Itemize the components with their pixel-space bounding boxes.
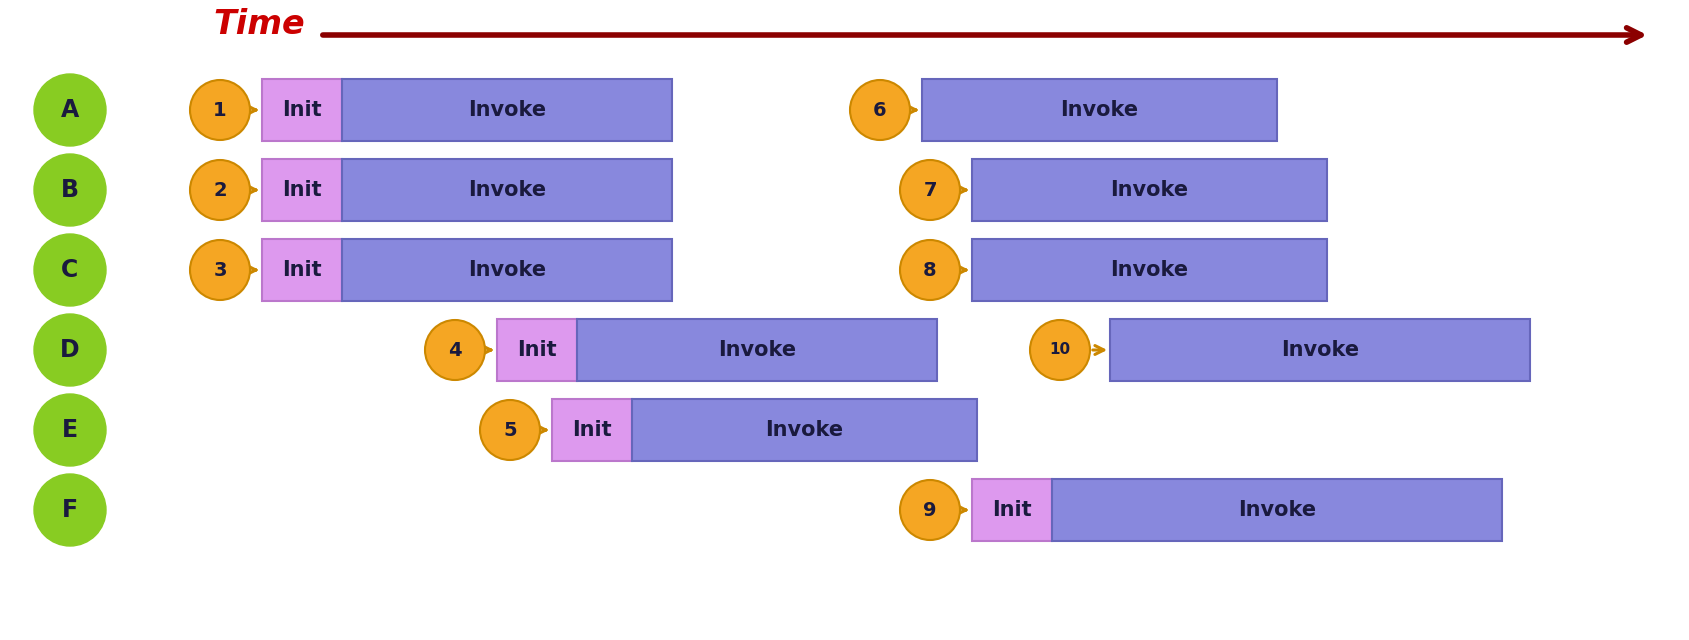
- Text: 1: 1: [213, 100, 226, 120]
- Circle shape: [34, 314, 106, 386]
- Text: Invoke: Invoke: [1280, 340, 1358, 360]
- Text: E: E: [62, 418, 78, 442]
- FancyBboxPatch shape: [262, 159, 341, 221]
- Text: 6: 6: [873, 100, 887, 120]
- FancyBboxPatch shape: [632, 399, 976, 461]
- FancyBboxPatch shape: [497, 319, 576, 381]
- Text: Invoke: Invoke: [1059, 100, 1138, 120]
- Text: Invoke: Invoke: [1110, 260, 1187, 280]
- FancyBboxPatch shape: [971, 479, 1051, 541]
- Text: Init: Init: [282, 180, 321, 200]
- Text: B: B: [61, 178, 79, 202]
- Circle shape: [189, 160, 250, 220]
- FancyBboxPatch shape: [262, 239, 341, 301]
- Circle shape: [189, 80, 250, 140]
- Text: Init: Init: [517, 340, 556, 360]
- FancyBboxPatch shape: [552, 399, 632, 461]
- Circle shape: [34, 474, 106, 546]
- FancyBboxPatch shape: [262, 79, 341, 141]
- Text: 4: 4: [448, 340, 461, 360]
- Circle shape: [900, 480, 959, 540]
- Circle shape: [189, 240, 250, 300]
- Circle shape: [480, 400, 540, 460]
- Text: C: C: [61, 258, 79, 282]
- FancyBboxPatch shape: [922, 79, 1277, 141]
- Text: Init: Init: [991, 500, 1032, 520]
- Text: 5: 5: [503, 420, 517, 440]
- Text: D: D: [61, 338, 79, 362]
- Text: F: F: [62, 498, 78, 522]
- FancyBboxPatch shape: [341, 239, 672, 301]
- Text: Init: Init: [573, 420, 611, 440]
- Circle shape: [34, 74, 106, 146]
- Text: 7: 7: [922, 180, 936, 200]
- Text: Init: Init: [282, 260, 321, 280]
- Text: Invoke: Invoke: [468, 180, 546, 200]
- Text: 2: 2: [213, 180, 226, 200]
- Circle shape: [424, 320, 485, 380]
- FancyBboxPatch shape: [971, 239, 1326, 301]
- Text: 8: 8: [922, 260, 936, 280]
- Text: Invoke: Invoke: [1110, 180, 1187, 200]
- Text: Time: Time: [213, 8, 304, 42]
- FancyBboxPatch shape: [341, 79, 672, 141]
- Circle shape: [850, 80, 909, 140]
- Circle shape: [1029, 320, 1089, 380]
- Text: Invoke: Invoke: [765, 420, 843, 440]
- Circle shape: [34, 154, 106, 226]
- Text: Invoke: Invoke: [718, 340, 796, 360]
- Circle shape: [900, 240, 959, 300]
- FancyBboxPatch shape: [341, 159, 672, 221]
- Text: Invoke: Invoke: [468, 100, 546, 120]
- Text: 3: 3: [213, 260, 226, 280]
- Text: 9: 9: [922, 500, 936, 520]
- FancyBboxPatch shape: [1110, 319, 1529, 381]
- Text: Invoke: Invoke: [468, 260, 546, 280]
- FancyBboxPatch shape: [576, 319, 936, 381]
- FancyBboxPatch shape: [1051, 479, 1502, 541]
- FancyBboxPatch shape: [971, 159, 1326, 221]
- Text: A: A: [61, 98, 79, 122]
- Circle shape: [900, 160, 959, 220]
- Circle shape: [34, 394, 106, 466]
- Text: Invoke: Invoke: [1238, 500, 1316, 520]
- Text: 10: 10: [1049, 342, 1069, 358]
- Text: Init: Init: [282, 100, 321, 120]
- Circle shape: [34, 234, 106, 306]
